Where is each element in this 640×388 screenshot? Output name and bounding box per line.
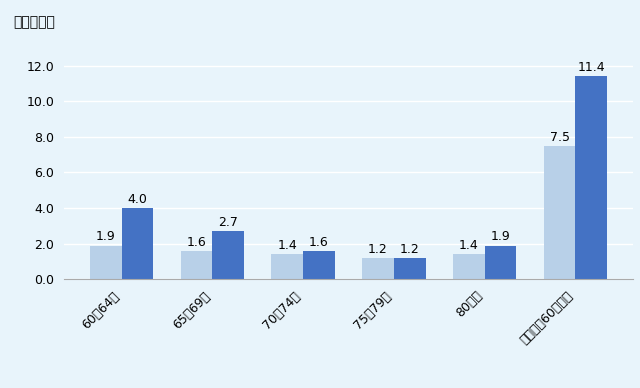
Text: 2.7: 2.7 bbox=[218, 216, 238, 229]
Bar bbox=[394, 258, 426, 279]
Bar bbox=[484, 246, 516, 279]
Text: 1.6: 1.6 bbox=[309, 236, 329, 249]
Bar bbox=[543, 146, 575, 279]
Text: 1.4: 1.4 bbox=[277, 239, 297, 252]
Bar bbox=[575, 76, 607, 279]
Bar bbox=[90, 246, 122, 279]
Legend: 2009, 2019: 2009, 2019 bbox=[232, 387, 374, 388]
Bar bbox=[303, 251, 335, 279]
Text: 1.9: 1.9 bbox=[96, 230, 116, 243]
Text: 1.2: 1.2 bbox=[400, 243, 420, 256]
Text: 1.6: 1.6 bbox=[187, 236, 206, 249]
Bar bbox=[271, 255, 303, 279]
Text: （百万人）: （百万人） bbox=[13, 15, 54, 29]
Bar bbox=[362, 258, 394, 279]
Bar bbox=[453, 255, 484, 279]
Text: 1.4: 1.4 bbox=[459, 239, 479, 252]
Text: 1.2: 1.2 bbox=[368, 243, 388, 256]
Bar bbox=[180, 251, 212, 279]
Text: 1.9: 1.9 bbox=[491, 230, 511, 243]
Bar bbox=[122, 208, 154, 279]
Bar bbox=[212, 231, 244, 279]
Text: 4.0: 4.0 bbox=[127, 193, 147, 206]
Text: 7.5: 7.5 bbox=[550, 131, 570, 144]
Text: 11.4: 11.4 bbox=[577, 61, 605, 74]
